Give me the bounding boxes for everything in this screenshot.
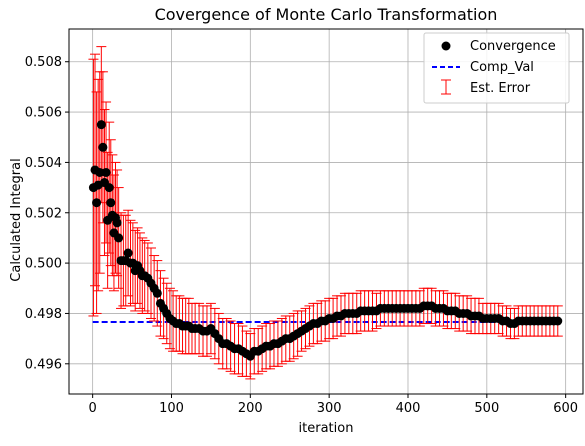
data-point [95, 167, 105, 177]
data-point [106, 198, 116, 208]
axes-frame [68, 28, 584, 395]
tick-layer: 0 100 200 300 400 500 600 0.496 0.498 0.500 0.502 0… [25, 55, 578, 416]
data-point [98, 142, 108, 152]
data-point [96, 120, 106, 130]
x-axis-label: iteration [299, 421, 354, 436]
data-point [114, 233, 124, 243]
data-point [104, 183, 114, 193]
y-tick-label: 0.498 [25, 307, 62, 322]
y-axis-label: Calculated Integral [9, 158, 24, 281]
y-tick-label: 0.508 [25, 55, 62, 70]
data-point [152, 288, 162, 298]
data-point [553, 316, 563, 326]
y-tick-label: 0.506 [25, 106, 62, 121]
legend: Convergence Comp_Val Est. Error [423, 32, 570, 104]
x-tick-label: 500 [474, 401, 499, 416]
x-tick-label: 600 [553, 401, 578, 416]
y-tick-label: 0.502 [25, 206, 62, 221]
y-tick-label: 0.504 [25, 156, 62, 171]
legend-convergence-label: Convergence [470, 39, 556, 54]
y-tick-label: 0.496 [25, 357, 62, 372]
chart-title: Covergence of Monte Carlo Transformation [155, 5, 498, 24]
x-tick-label: 300 [317, 401, 342, 416]
data-point [112, 218, 122, 228]
x-tick-label: 200 [238, 401, 263, 416]
x-tick-label: 100 [159, 401, 184, 416]
legend-errorbar-label: Est. Error [470, 81, 531, 96]
grid-layer [69, 29, 583, 394]
legend-comp-val-label: Comp_Val [470, 60, 534, 75]
data-point [123, 248, 133, 258]
y-tick-label: 0.500 [25, 257, 62, 272]
x-tick-label: 0 [89, 401, 97, 416]
data-point [92, 198, 102, 208]
x-tick-label: 400 [396, 401, 421, 416]
data-point [101, 167, 111, 177]
legend-convergence-marker [441, 41, 451, 51]
point-layer [88, 120, 563, 361]
legend-box [423, 32, 570, 104]
